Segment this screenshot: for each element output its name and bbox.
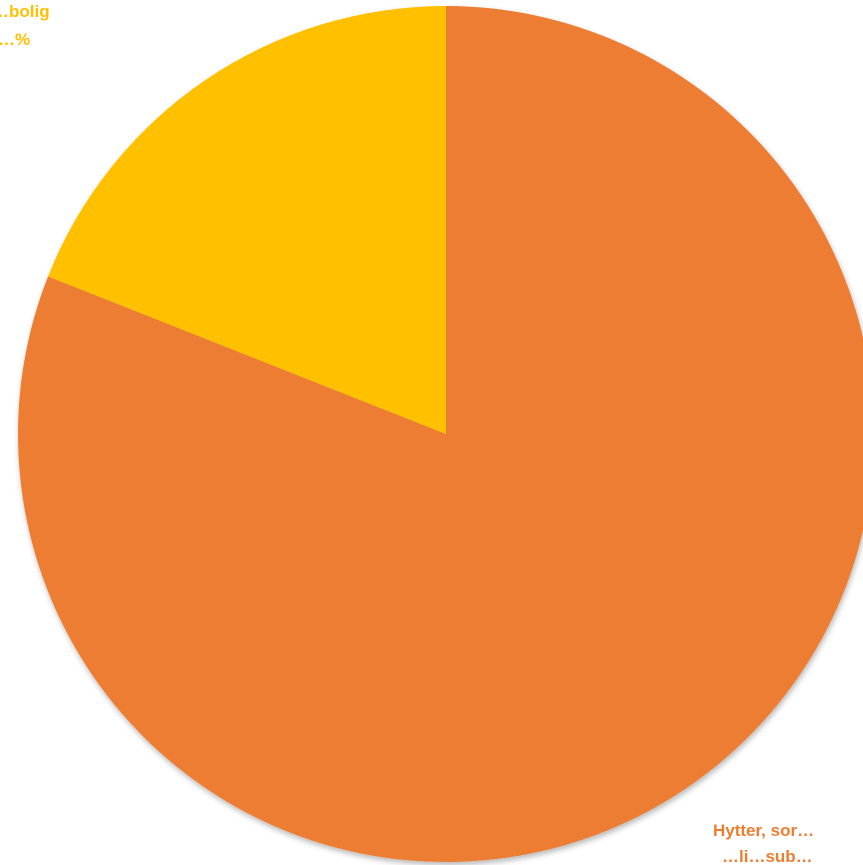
slice-label-orange: Hytter, sor… …li…sub… [713, 821, 819, 865]
pie-slice-yellow [48, 6, 446, 434]
pie-slice-orange [18, 6, 863, 862]
pie-slices [18, 6, 863, 862]
slice-label-yellow: …bolig …% [0, 2, 54, 49]
